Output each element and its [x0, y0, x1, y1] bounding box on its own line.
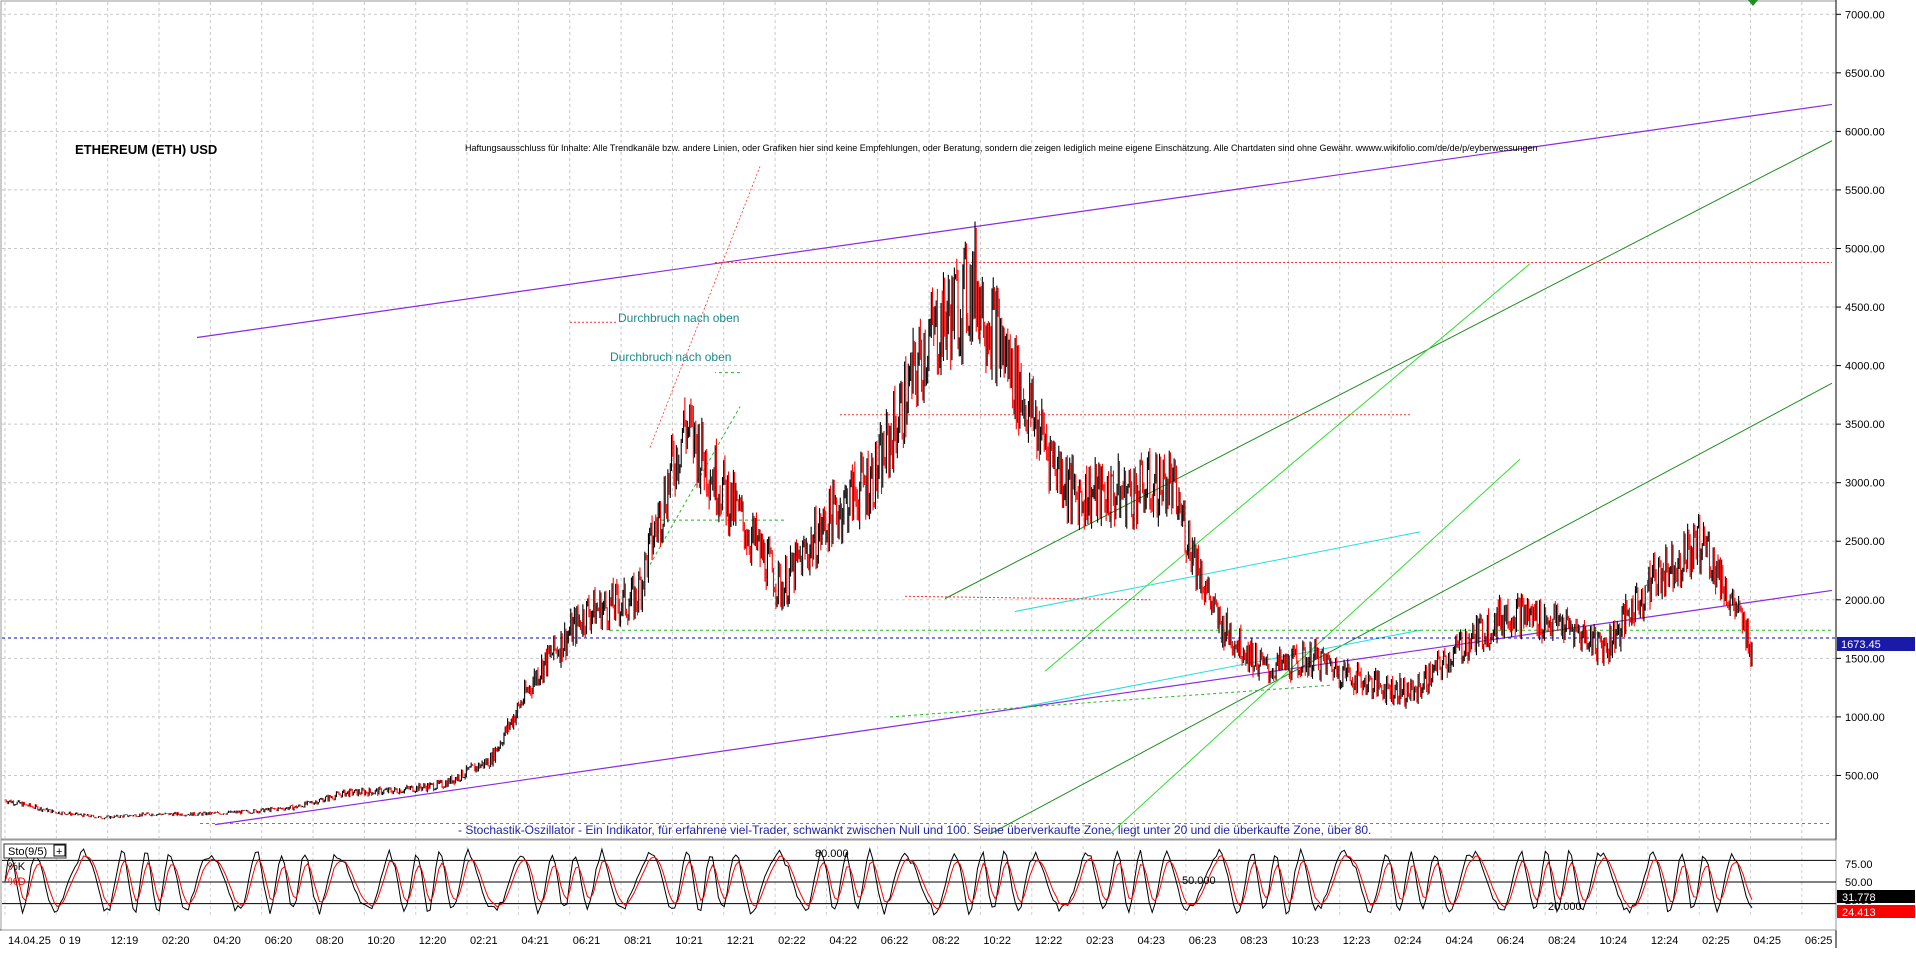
- x-tick-label: 04:24: [1445, 935, 1473, 947]
- x-tick-label: 04:22: [829, 935, 857, 947]
- oscillator-label: Sto(9/5): [8, 846, 47, 858]
- x-tick-label: 02:25: [1702, 935, 1730, 947]
- green-channel-lower: [989, 382, 1833, 835]
- y-tick-label: 6000.00: [1845, 126, 1885, 138]
- stoch-d-badge: [1837, 905, 1915, 918]
- x-tick-label: 02:22: [778, 935, 806, 947]
- stoch-d-label: %D: [8, 876, 26, 888]
- osc-y-tick-label: 75.00: [1845, 859, 1873, 871]
- y-tick-label: 2500.00: [1845, 536, 1885, 548]
- x-tick-label: 12:21: [727, 935, 755, 947]
- y-tick-label: 4000.00: [1845, 361, 1885, 373]
- x-tick-label: 02:21: [470, 935, 498, 947]
- x-tick-label: 06:23: [1189, 935, 1217, 947]
- stoch-level-20: 20.000: [1548, 901, 1582, 913]
- upper-channel-line: [196, 103, 1833, 339]
- oscillator-note: - Stochastik-Oszillator - Ein Indikator,…: [458, 823, 1371, 837]
- top-right-marker-icon: [1748, 0, 1758, 6]
- x-tick-label: 08:24: [1548, 935, 1576, 947]
- stoch-k-value: 31.778: [1842, 892, 1876, 904]
- x-tick-label: 0 19: [59, 935, 80, 947]
- oscillator-header: Sto(9/5) + %K %D: [3, 843, 67, 888]
- x-tick-label: 14.04.25: [8, 935, 51, 947]
- x-tick-label: 08:20: [316, 935, 344, 947]
- x-tick-label: 06:24: [1497, 935, 1525, 947]
- stoch-d-value: 24.413: [1842, 907, 1876, 919]
- stoch-k-badge: [1837, 890, 1915, 903]
- x-tick-label: 04:21: [521, 935, 549, 947]
- x-tick-label: 12:19: [111, 935, 139, 947]
- stoch-level-80: 80.000: [815, 848, 849, 860]
- x-tick-label: 08:21: [624, 935, 652, 947]
- x-tick-label: 08:22: [932, 935, 960, 947]
- y-tick-label: 3500.00: [1845, 419, 1885, 431]
- x-tick-label: 02:23: [1086, 935, 1114, 947]
- y-tick-label: 2000.00: [1845, 595, 1885, 607]
- plus-icon: +: [56, 846, 62, 858]
- y-tick-label: 3000.00: [1845, 478, 1885, 490]
- y-tick-label: 5000.00: [1845, 243, 1885, 255]
- y-tick-label: 6500.00: [1845, 68, 1885, 80]
- y-tick-label: 5500.00: [1845, 185, 1885, 197]
- x-tick-label: 10:20: [367, 935, 395, 947]
- y-tick-label: 1500.00: [1845, 653, 1885, 665]
- support-sloped: [889, 684, 1331, 718]
- oscillator-frame: [0, 839, 1837, 931]
- current-price-label: 1673.45: [1841, 639, 1881, 651]
- disclaimer-text: Haftungsausschluss für Inhalte: Alle Tre…: [465, 143, 1538, 153]
- y-tick-label: 500.00: [1845, 770, 1879, 782]
- x-tick-label: 10:23: [1291, 935, 1319, 947]
- x-tick-label: 04:20: [213, 935, 241, 947]
- x-tick-label: 06:22: [881, 935, 909, 947]
- x-tick-label: 06:20: [265, 935, 293, 947]
- stoch-d-line: [4, 854, 1753, 910]
- resistance-2030: [904, 595, 1151, 601]
- support-rising: [649, 406, 741, 565]
- cyan-line-2: [1019, 629, 1421, 709]
- x-tick-label: 06:21: [573, 935, 601, 947]
- x-tick-label: 10:21: [675, 935, 703, 947]
- stoch-k-line: [4, 847, 1753, 916]
- osc-y-tick-label: 50.00: [1845, 877, 1873, 889]
- x-tick-label: 10:22: [983, 935, 1011, 947]
- x-tick-label: 12:23: [1343, 935, 1371, 947]
- y-tick-label: 4500.00: [1845, 302, 1885, 314]
- cyan-line-1: [1014, 531, 1421, 612]
- annotation-breakout-2: Durchbruch nach oben: [610, 350, 731, 364]
- chart-title: ETHEREUM (ETH) USD: [75, 142, 217, 157]
- x-tick-label: 12:20: [419, 935, 447, 947]
- x-tick-label: 04:23: [1137, 935, 1165, 947]
- x-tick-label: 08:23: [1240, 935, 1268, 947]
- x-tick-label: 02:24: [1394, 935, 1422, 947]
- x-tick-label: 04:25: [1754, 935, 1782, 947]
- scroll-right-icon[interactable]: –: [1826, 934, 1832, 945]
- annotation-breakout-1: Durchbruch nach oben: [618, 311, 739, 325]
- x-tick-label: 12:22: [1035, 935, 1063, 947]
- y-tick-label: 7000.00: [1845, 9, 1885, 21]
- stoch-k-label: %K: [8, 861, 26, 873]
- x-tick-label: 12:24: [1651, 935, 1679, 947]
- y-tick-label: 1000.00: [1845, 712, 1885, 724]
- stoch-level-50: 50.000: [1182, 875, 1216, 887]
- current-price-badge: [1837, 637, 1915, 651]
- x-tick-label: 10:24: [1599, 935, 1627, 947]
- oscillator-expand-button[interactable]: [53, 844, 66, 857]
- x-tick-label: 02:20: [162, 935, 190, 947]
- green-channel-upper: [944, 140, 1833, 600]
- x-tick-label: 06:25: [1805, 935, 1833, 947]
- green-steep-line: [1044, 263, 1531, 672]
